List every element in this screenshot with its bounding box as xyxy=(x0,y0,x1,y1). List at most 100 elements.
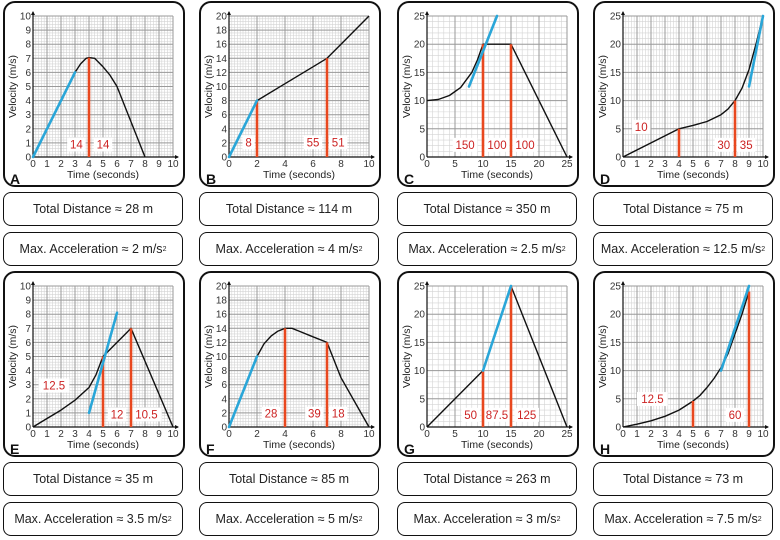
max-acceleration-text: Max. Acceleration ≈ 2 m/s xyxy=(19,242,163,256)
x-tick-label: 25 xyxy=(561,159,573,170)
x-axis-arrow xyxy=(371,425,375,429)
total-distance-box: Total Distance ≈ 263 m xyxy=(397,462,577,496)
area-label-bg xyxy=(329,406,348,421)
x-tick-label: 10 xyxy=(757,159,769,170)
graph-box: 0 2 4 6 8 10 0 2 4 6 8 10 12 14 16 18 20 Time (seconds) Ve… xyxy=(199,271,381,457)
panel-letter: D xyxy=(600,171,610,187)
y-tick-label: 12 xyxy=(216,338,228,349)
x-tick-label: 7 xyxy=(128,429,134,440)
y-tick-label: 8 xyxy=(25,310,31,321)
y-axis-title: Velocity (m/s) xyxy=(203,55,215,118)
area-label-bg xyxy=(303,135,323,150)
y-tick-label: 10 xyxy=(414,366,426,377)
y-tick-label: 20 xyxy=(414,40,426,51)
y-tick-label: 8 xyxy=(221,366,227,377)
total-distance-text: Total Distance ≈ 35 m xyxy=(32,472,154,486)
x-tick-label: 4 xyxy=(86,159,92,170)
area-label: 35 xyxy=(740,140,753,152)
total-distance-text: Total Distance ≈ 75 m xyxy=(622,202,744,216)
y-tick-label: 25 xyxy=(610,12,622,23)
y-tick-label: 15 xyxy=(414,68,426,79)
y-tick-label: 20 xyxy=(610,40,622,51)
x-tick-label: 9 xyxy=(156,429,162,440)
x-tick-label: 10 xyxy=(363,429,375,440)
x-tick-label: 5 xyxy=(452,429,458,440)
y-axis-title: Velocity (m/s) xyxy=(597,55,609,118)
y-tick-label: 4 xyxy=(25,96,31,107)
y-tick-label: 1 xyxy=(25,408,31,419)
total-distance-box: Total Distance ≈ 28 m xyxy=(3,192,183,226)
area-label-bg xyxy=(305,406,324,421)
total-distance-box: Total Distance ≈ 85 m xyxy=(199,462,379,496)
area-label: 18 xyxy=(332,409,345,421)
max-acceleration-box: Max. Acceleration ≈ 2 m/s 2 xyxy=(3,232,183,266)
velocity-curve xyxy=(32,56,146,158)
y-tick-label: 20 xyxy=(414,310,426,321)
area-label: 14 xyxy=(97,139,110,151)
y-tick-label: 14 xyxy=(216,54,228,65)
y-tick-label: 0 xyxy=(221,423,227,434)
area-label: 51 xyxy=(332,137,345,149)
y-tick-label: 20 xyxy=(216,12,228,23)
area-label: 8 xyxy=(245,137,251,149)
max-acceleration-box: Max. Acceleration ≈ 12.5 m/s 2 xyxy=(593,232,773,266)
total-distance-box: Total Distance ≈ 350 m xyxy=(397,192,577,226)
x-tick-label: 0 xyxy=(30,429,36,440)
panel-letter: C xyxy=(404,171,414,187)
area-label: 50 xyxy=(464,410,477,422)
y-tick-label: 0 xyxy=(615,423,621,434)
area-label-bg xyxy=(481,407,513,422)
x-tick-label: 6 xyxy=(114,159,120,170)
x-tick-label: 9 xyxy=(746,159,752,170)
y-tick-label: 6 xyxy=(221,110,227,121)
y-tick-label: 15 xyxy=(610,338,622,349)
x-tick-label: 1 xyxy=(44,429,50,440)
x-tick-label: 0 xyxy=(424,429,430,440)
total-distance-text: Total Distance ≈ 263 m xyxy=(423,472,551,486)
x-axis-title: Time (seconds) xyxy=(461,169,533,181)
y-tick-label: 16 xyxy=(216,40,228,51)
y-tick-label: 10 xyxy=(216,82,228,93)
x-tick-label: 0 xyxy=(620,429,626,440)
velocity-time-chart: 0 5 10 15 20 25 0 5 10 15 20 25 Time (seconds) Veloci… xyxy=(401,11,573,187)
panel-letter: H xyxy=(600,441,610,457)
area-label-bg xyxy=(737,137,756,152)
tangent-line xyxy=(227,355,259,429)
y-tick-label: 4 xyxy=(221,124,227,135)
panel-letter: B xyxy=(206,171,216,187)
superscript: 2 xyxy=(561,245,566,253)
x-tick-label: 7 xyxy=(718,429,724,440)
max-acceleration-text: Max. Acceleration ≈ 12.5 m/s xyxy=(600,242,762,256)
grid xyxy=(426,15,568,158)
area-label-bg xyxy=(484,137,510,152)
y-tick-label: 10 xyxy=(414,96,426,107)
y-tick-label: 0 xyxy=(419,423,425,434)
max-acceleration-text: Max. Acceleration ≈ 7.5 m/s xyxy=(604,512,758,526)
area-label-bg xyxy=(512,137,538,152)
x-tick-label: 4 xyxy=(676,429,682,440)
x-tick-label: 10 xyxy=(477,429,489,440)
superscript: 2 xyxy=(162,245,167,253)
area-label-bg xyxy=(329,135,348,150)
velocity-curve xyxy=(228,327,370,428)
graph-box: 0 1 2 3 4 5 6 7 8 9 10 0 5 10 15 20 25 Time (seconds) Velo… xyxy=(593,1,775,187)
x-tick-label: 2 xyxy=(648,429,654,440)
y-tick-label: 10 xyxy=(610,96,622,107)
y-tick-label: 15 xyxy=(414,338,426,349)
x-axis-arrow xyxy=(175,425,179,429)
superscript: 2 xyxy=(167,515,172,523)
velocity-curve xyxy=(32,327,174,428)
y-tick-label: 25 xyxy=(414,12,426,23)
x-tick-label: 10 xyxy=(477,159,489,170)
y-tick-label: 1 xyxy=(25,138,31,149)
area-label: 55 xyxy=(307,137,320,149)
y-axis-arrow xyxy=(621,11,625,15)
max-acceleration-box: Max. Acceleration ≈ 3 m/s 2 xyxy=(397,502,577,536)
y-tick-label: 18 xyxy=(216,296,228,307)
velocity-curve xyxy=(426,285,568,428)
x-tick-label: 0 xyxy=(226,429,232,440)
area-label: 60 xyxy=(729,410,742,422)
